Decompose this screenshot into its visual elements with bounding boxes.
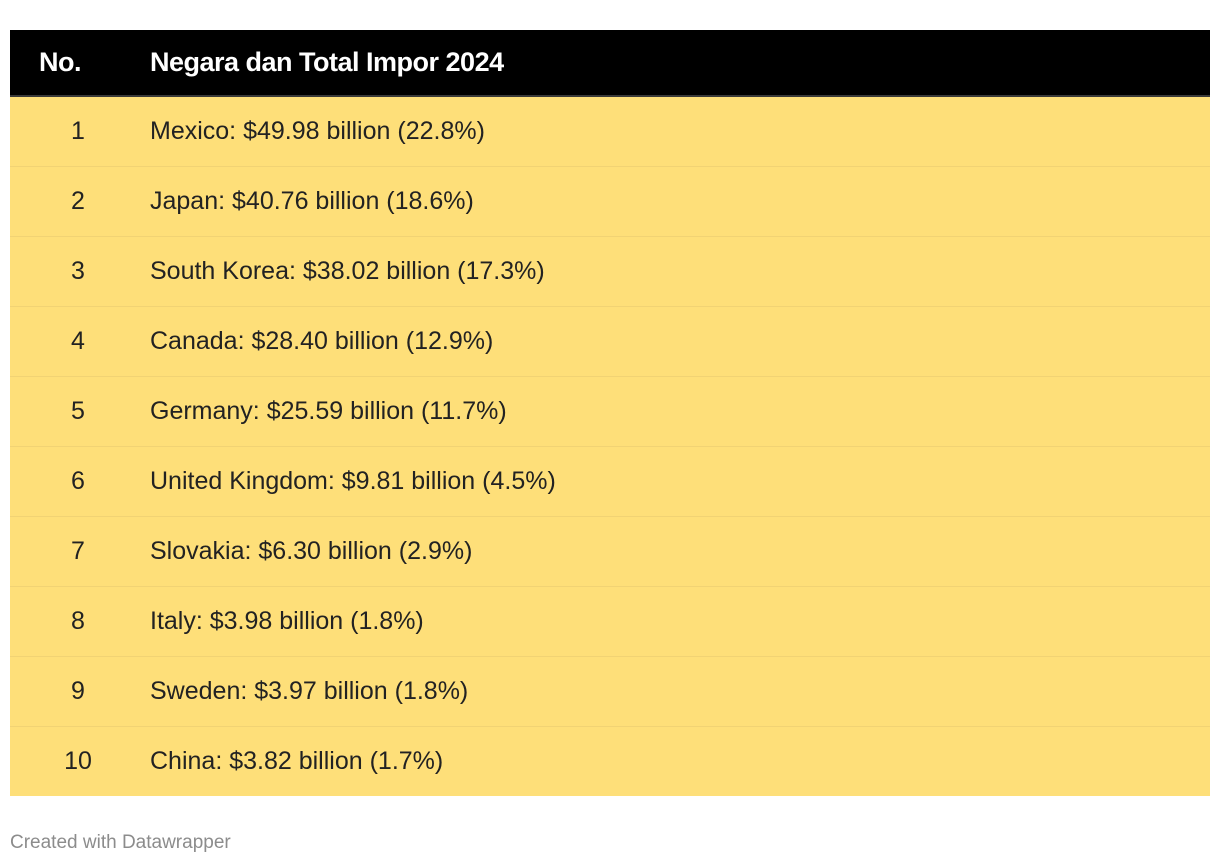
row-entry: Italy: $3.98 billion (1.8%) <box>150 607 424 635</box>
row-number: 1 <box>71 117 85 145</box>
row-entry: Mexico: $49.98 billion (22.8%) <box>150 117 485 145</box>
column-header-country: Negara dan Total Impor 2024 <box>150 47 504 77</box>
table-row: 4 Canada: $28.40 billion (12.9%) <box>10 307 1210 377</box>
table-header: No. Negara dan Total Impor 2024 <box>10 30 1210 97</box>
row-number: 2 <box>71 187 85 215</box>
row-entry: Canada: $28.40 billion (12.9%) <box>150 327 494 355</box>
table-row: 9 Sweden: $3.97 billion (1.8%) <box>10 657 1210 727</box>
footer-credit: Created with Datawrapper <box>10 832 231 853</box>
row-entry: China: $3.82 billion (1.7%) <box>150 747 444 775</box>
import-table: No. Negara dan Total Impor 2024 1 Mexico:… <box>10 30 1210 796</box>
row-entry: Slovakia: $6.30 billion (2.9%) <box>150 537 473 565</box>
row-number: 7 <box>71 537 85 565</box>
table-row: 7 Slovakia: $6.30 billion (2.9%) <box>10 517 1210 587</box>
column-header-no: No. <box>39 47 82 77</box>
table-row: 10 China: $3.82 billion (1.7%) <box>10 727 1210 796</box>
row-entry: Germany: $25.59 billion (11.7%) <box>150 397 507 425</box>
row-number: 4 <box>71 327 85 355</box>
table-row: 2 Japan: $40.76 billion (18.6%) <box>10 167 1210 237</box>
row-number: 10 <box>64 747 92 775</box>
row-number: 5 <box>71 397 85 425</box>
row-number: 6 <box>71 467 85 495</box>
row-entry: South Korea: $38.02 billion (17.3%) <box>150 257 545 285</box>
table-row: 8 Italy: $3.98 billion (1.8%) <box>10 587 1210 657</box>
row-number: 3 <box>71 257 85 285</box>
table-body: 1 Mexico: $49.98 billion (22.8%) 2 Japan: $… <box>10 97 1210 796</box>
table-row: 1 Mexico: $49.98 billion (22.8%) <box>10 97 1210 167</box>
table-row: 5 Germany: $25.59 billion (11.7%) <box>10 377 1210 447</box>
table-row: 3 South Korea: $38.02 billion (17.3%) <box>10 237 1210 307</box>
row-entry: Sweden: $3.97 billion (1.8%) <box>150 677 469 705</box>
table-row: 6 United Kingdom: $9.81 billion (4.5%) <box>10 447 1210 517</box>
row-number: 8 <box>71 607 85 635</box>
row-number: 9 <box>71 677 85 705</box>
row-entry: Japan: $40.76 billion (18.6%) <box>150 187 474 215</box>
row-entry: United Kingdom: $9.81 billion (4.5%) <box>150 467 556 495</box>
